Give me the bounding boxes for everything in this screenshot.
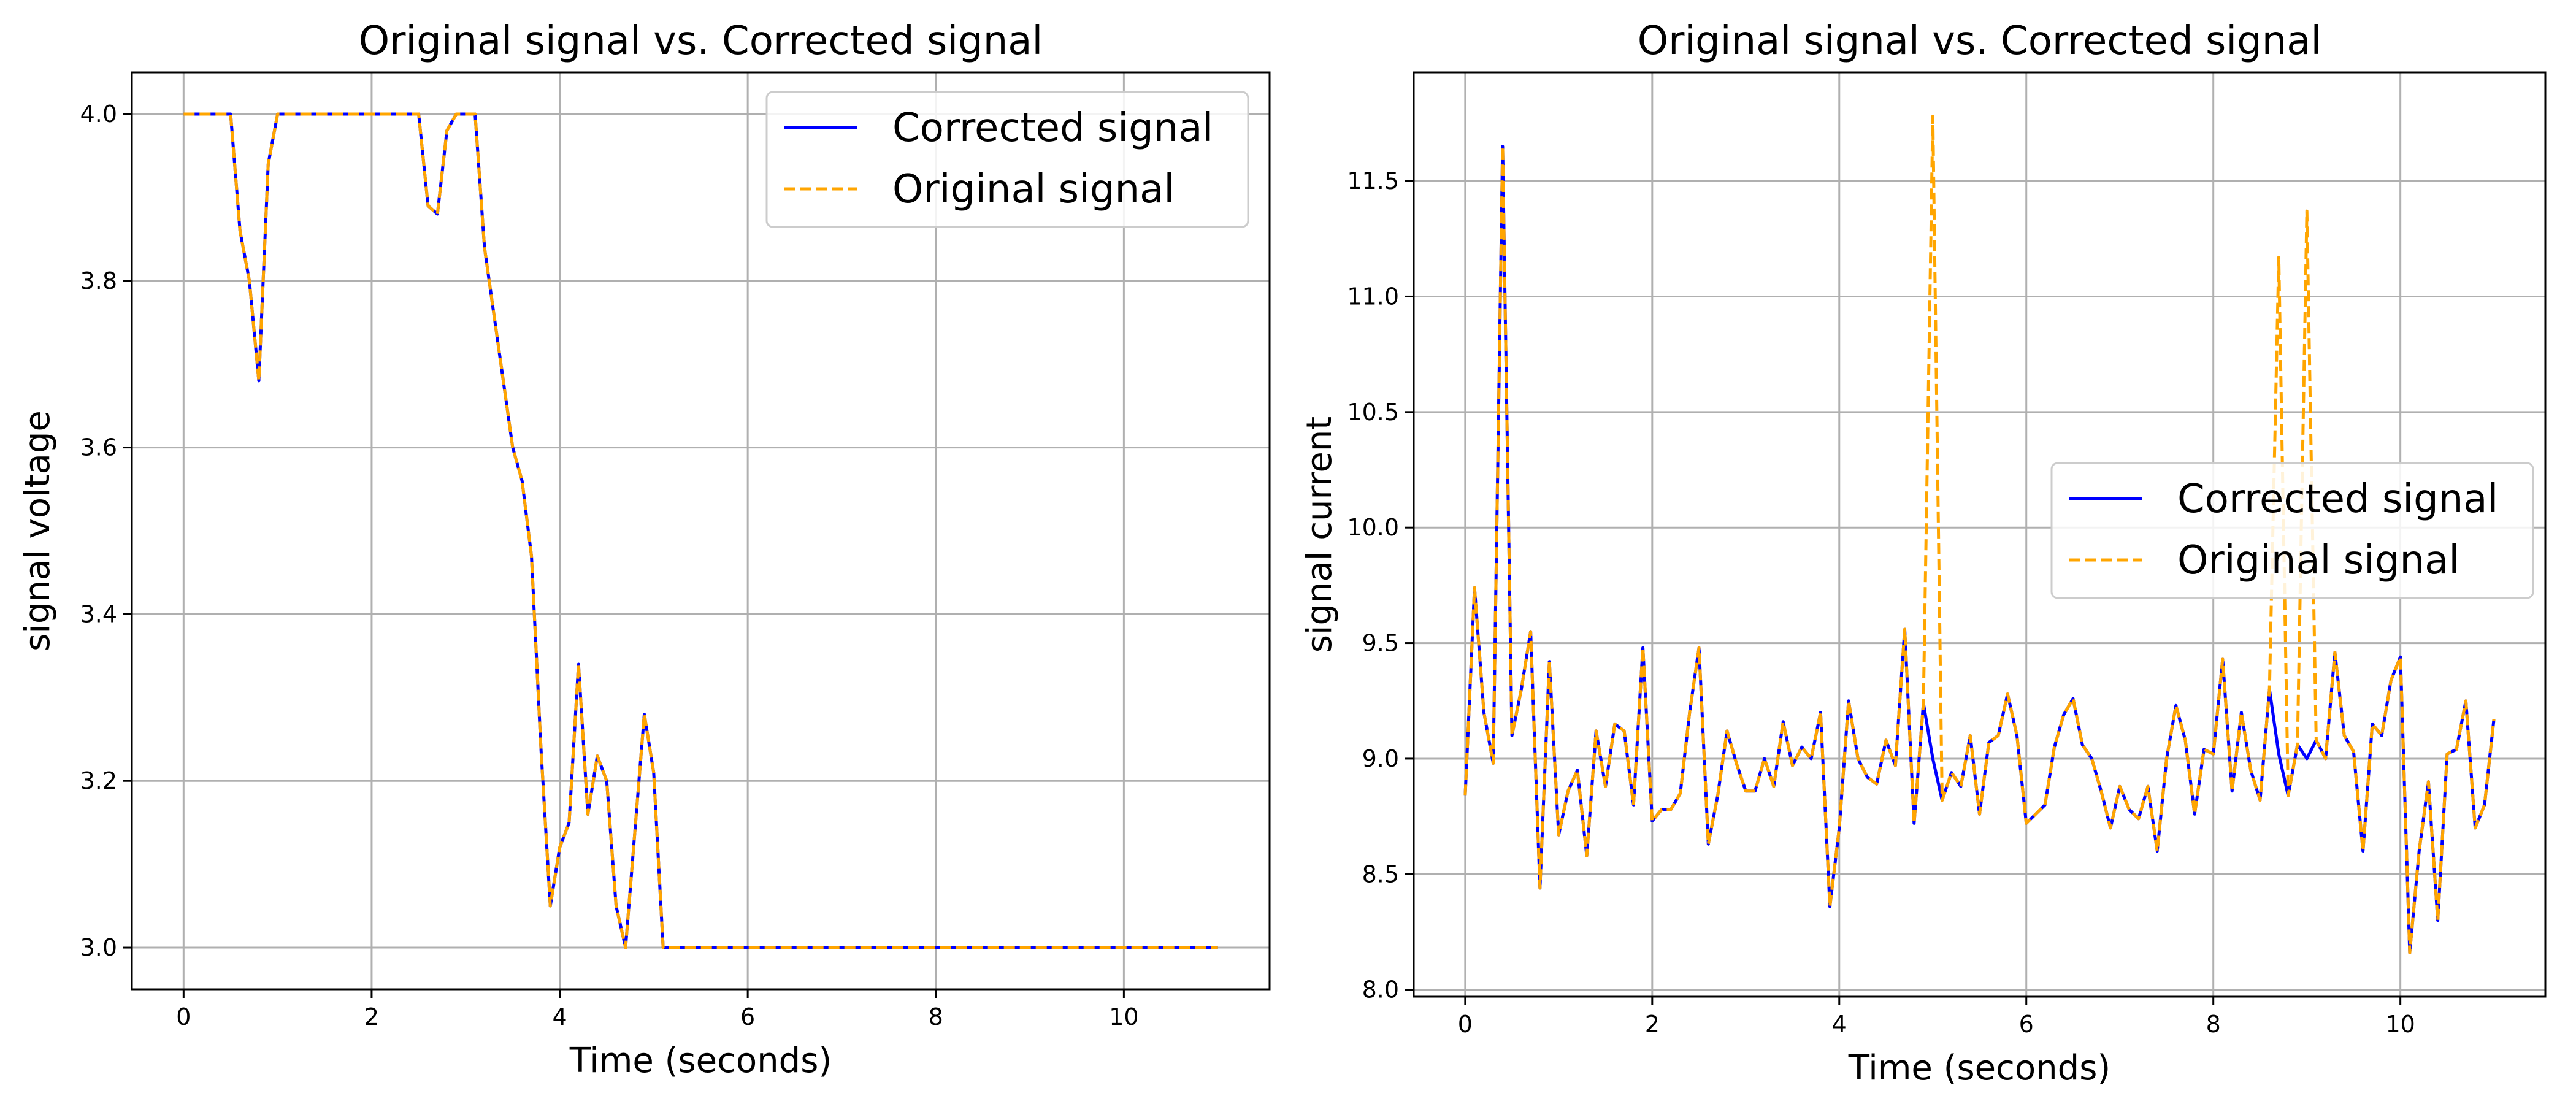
x-tick-label: 8 <box>2206 1011 2221 1038</box>
plot-frame <box>1413 71 2547 998</box>
y-tick-label: 10.0 <box>1347 514 1399 541</box>
legend-label: Corrected signal <box>892 105 1213 151</box>
y-axis-label: signal voltage <box>18 410 58 651</box>
y-tick-label: 8.0 <box>1362 976 1399 1003</box>
x-tick-label: 2 <box>1645 1011 1660 1038</box>
chart-panel-2: 0 2 4 6 8 10 8.0 8.5 9.0 9.5 10.0 10.5 11.0 11.5 Origi… <box>1300 18 2547 1088</box>
legend-label: Original signal <box>2177 538 2459 583</box>
chart-title: Original signal vs. Corrected signal <box>359 18 1043 64</box>
chart-panel-1: 0 2 4 6 8 10 3.0 3.2 3.4 3.6 3.8 4.0 Original signal… <box>18 18 1271 1081</box>
x-tick-label: 6 <box>740 1003 755 1030</box>
series-line-original <box>183 112 1218 949</box>
y-tick-label: 10.5 <box>1347 399 1399 426</box>
y-tick-label: 9.5 <box>1362 630 1399 657</box>
x-tick-label: 4 <box>1832 1011 1847 1038</box>
legend-label: Original signal <box>892 167 1175 212</box>
x-tick-label: 10 <box>1109 1003 1138 1030</box>
x-tick-label: 0 <box>176 1003 191 1030</box>
chart-title: Original signal vs. Corrected signal <box>1638 18 2322 64</box>
y-tick-label: 3.4 <box>80 600 117 627</box>
y-tick-label: 8.5 <box>1362 861 1399 887</box>
x-tick-label: 4 <box>552 1003 567 1030</box>
y-tick-label: 3.8 <box>80 267 117 294</box>
y-tick-label: 11.5 <box>1347 167 1399 194</box>
legend: Corrected signal Original signal <box>2050 462 2534 599</box>
x-tick-label: 2 <box>364 1003 379 1030</box>
legend-box <box>765 91 1249 228</box>
series-line-original <box>1463 115 2496 954</box>
x-axis-label: Time (seconds) <box>1848 1048 2110 1088</box>
series-line-corrected <box>183 112 1218 949</box>
x-axis-label: Time (seconds) <box>569 1041 832 1081</box>
legend-box <box>2050 462 2534 599</box>
x-tick-label: 8 <box>929 1003 943 1030</box>
plot-frame <box>131 71 1271 991</box>
y-tick-label: 11.0 <box>1347 283 1399 310</box>
y-tick-label: 3.2 <box>80 767 117 794</box>
y-axis-label: signal current <box>1300 416 1340 653</box>
legend: Corrected signal Original signal <box>765 91 1249 228</box>
x-tick-label: 0 <box>1458 1011 1473 1038</box>
x-tick-label: 6 <box>2019 1011 2034 1038</box>
x-tick-label: 10 <box>2385 1011 2415 1038</box>
y-tick-label: 4.0 <box>80 101 117 128</box>
legend-label: Corrected signal <box>2177 477 2498 522</box>
y-tick-label: 3.0 <box>80 934 117 961</box>
y-tick-label: 3.6 <box>80 434 117 461</box>
y-tick-label: 9.0 <box>1362 745 1399 772</box>
